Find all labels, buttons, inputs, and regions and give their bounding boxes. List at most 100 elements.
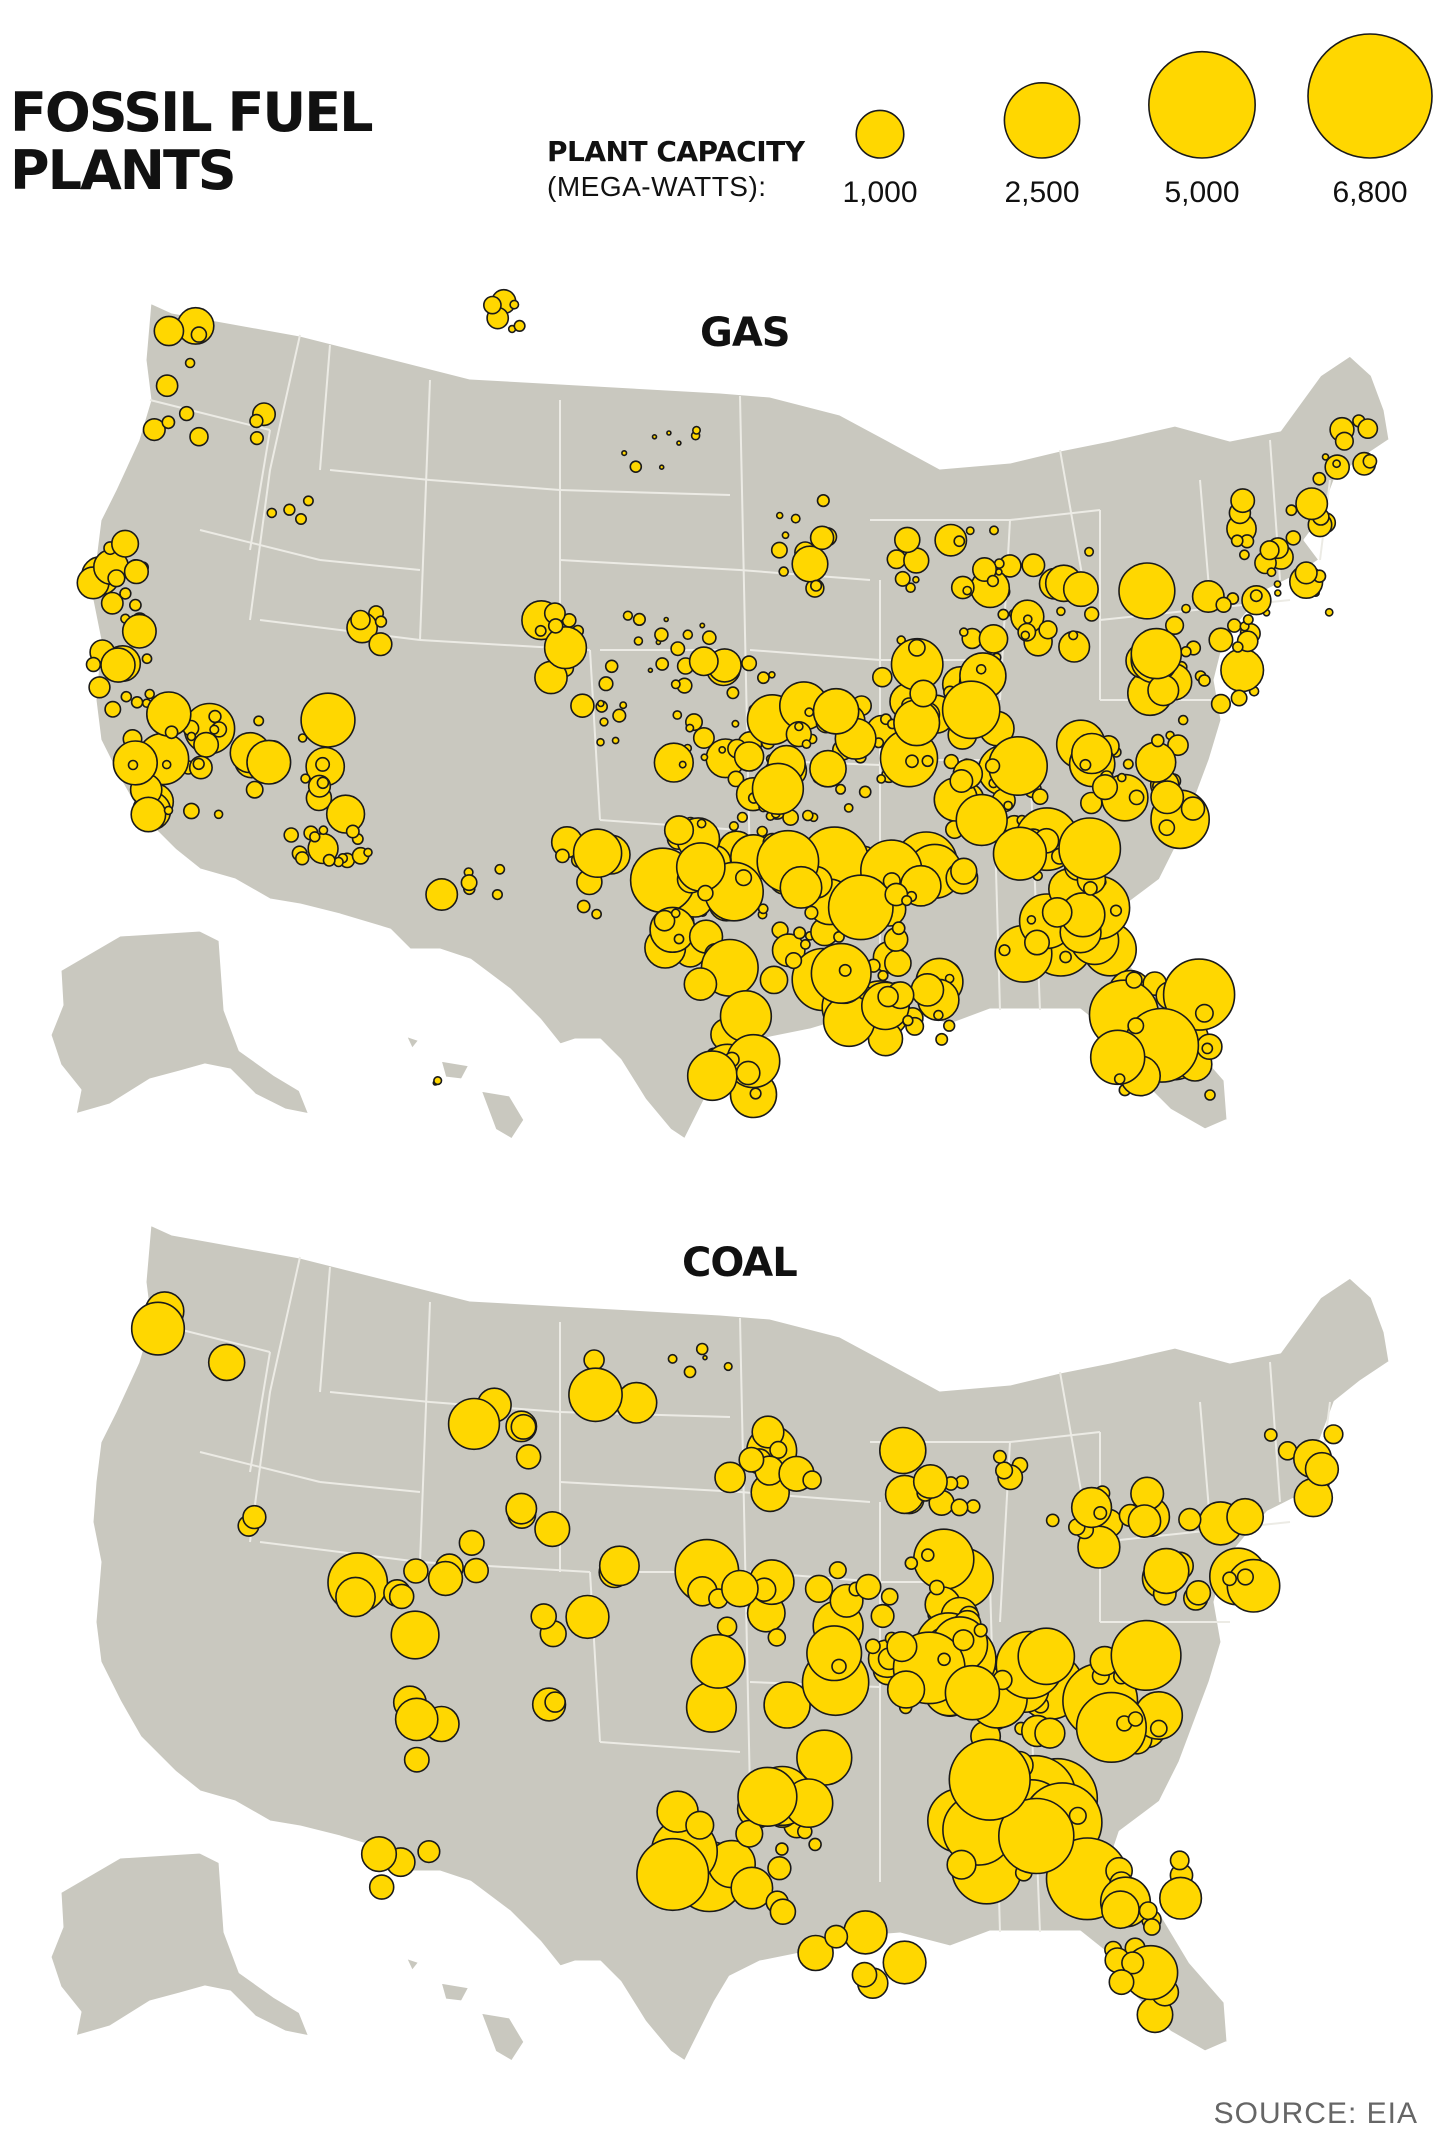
plant-marker [1150, 780, 1185, 815]
plant-marker [565, 1594, 610, 1640]
plant-marker [901, 894, 913, 907]
plant-marker [692, 726, 715, 749]
plant-marker [315, 756, 331, 772]
plant-marker [316, 776, 330, 790]
plant-marker [877, 985, 899, 1008]
plant-marker [759, 965, 789, 995]
plant-marker [1362, 453, 1378, 469]
plant-marker [534, 624, 547, 637]
plant-marker [870, 1603, 895, 1629]
plant-marker [345, 824, 360, 839]
plant-marker [530, 1603, 558, 1630]
plant-marker [791, 545, 829, 583]
plant-marker [716, 1616, 738, 1637]
plant-marker [809, 525, 835, 551]
plant-marker [809, 579, 823, 592]
legend-value-label: 5,000 [1164, 176, 1239, 209]
page-title: FOSSIL FUEL PLANTS [10, 84, 373, 200]
plant-marker [801, 739, 812, 749]
plant-marker [1324, 607, 1334, 617]
plant-marker [944, 1664, 1001, 1721]
plant-marker [621, 450, 628, 457]
plant-marker [1158, 1876, 1203, 1920]
plant-marker [534, 1510, 571, 1548]
state-border [319, 1481, 421, 1493]
plant-marker [653, 742, 694, 783]
plant-marker [144, 688, 155, 700]
plant-marker [950, 1498, 969, 1517]
plant-marker [186, 731, 197, 742]
plant-marker [737, 1766, 798, 1828]
plant-marker [800, 939, 811, 950]
plant-marker [130, 1301, 186, 1356]
plant-marker [794, 721, 804, 732]
plant-marker [1149, 1719, 1168, 1738]
plant-marker [797, 1934, 834, 1972]
plant-marker [995, 568, 1003, 576]
state-border [319, 344, 331, 471]
plant-marker [651, 433, 658, 440]
plant-marker [824, 1924, 849, 1949]
plant-marker [942, 1019, 956, 1032]
state-border [559, 559, 741, 571]
plant-marker [1121, 1951, 1145, 1975]
plant-marker [302, 495, 314, 507]
state-border [749, 649, 881, 661]
plant-marker [363, 847, 373, 858]
plant-marker [953, 535, 966, 548]
plant-marker [1080, 791, 1103, 815]
plant-marker [1070, 1486, 1113, 1529]
plant-marker [544, 1691, 566, 1713]
plant-marker [1138, 1901, 1158, 1921]
plant-marker [894, 570, 911, 587]
plant-marker [770, 541, 788, 559]
state-border [559, 1481, 741, 1493]
plant-marker [828, 1561, 847, 1580]
alaska-shape [48, 1850, 312, 2039]
plant-marker [1083, 881, 1098, 896]
plant-marker [793, 926, 807, 940]
legend-value-label: 1,000 [842, 176, 917, 209]
plant-marker [164, 725, 179, 740]
plant-marker [1162, 958, 1236, 1031]
plant-marker [695, 1342, 709, 1356]
plant-marker [505, 1492, 538, 1525]
plant-marker [654, 627, 669, 643]
plant-marker [249, 431, 264, 446]
plant-marker [295, 851, 310, 866]
state-border [259, 1541, 421, 1563]
plant-marker [128, 598, 142, 612]
plant-marker [458, 1529, 485, 1556]
plant-marker [245, 780, 264, 799]
plant-marker [905, 582, 916, 594]
state-border [1199, 479, 1211, 601]
capacity-legend: 1,000 2,500 5,000 6,800 [842, 33, 1433, 209]
state-border [259, 619, 421, 641]
plant-marker [246, 739, 292, 785]
plant-marker [1091, 773, 1119, 801]
plant-marker [986, 574, 1000, 588]
plant-marker [714, 1461, 747, 1494]
plant-marker [283, 827, 300, 843]
plant-marker [425, 877, 459, 911]
plant-marker [1021, 553, 1046, 578]
state-border [599, 1741, 741, 1753]
plant-marker [388, 1583, 415, 1610]
state-border [249, 429, 271, 551]
plant-marker [965, 526, 975, 536]
plant-marker [598, 676, 614, 692]
plant-marker [784, 951, 803, 970]
plant-marker [1068, 630, 1079, 641]
plant-marker [447, 1397, 501, 1451]
plant-marker [1075, 1691, 1147, 1763]
plant-marker [297, 733, 308, 743]
plant-marker [1113, 1073, 1126, 1085]
plant-marker [192, 757, 205, 771]
plant-marker [733, 741, 765, 772]
plant-marker [1056, 606, 1066, 617]
plant-marker [778, 566, 790, 577]
plant-marker [1158, 819, 1176, 837]
plant-marker [1177, 714, 1189, 726]
plant-marker [1118, 562, 1176, 620]
plant-marker [943, 753, 959, 770]
